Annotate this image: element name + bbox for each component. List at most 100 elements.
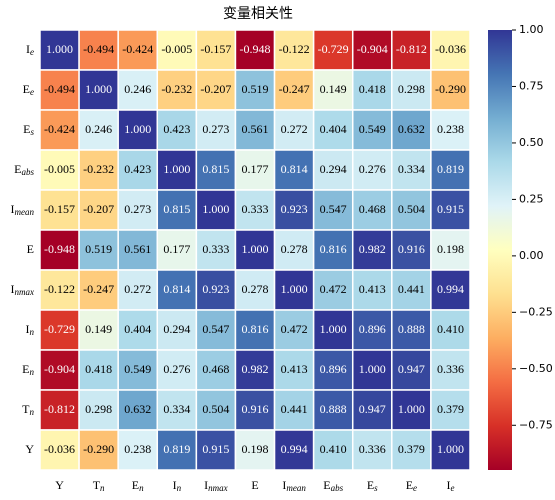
y-tick-label: Inmax xyxy=(11,282,35,297)
y-tick-label: Ee xyxy=(23,82,34,97)
cell-label: 0.994 xyxy=(281,442,308,456)
x-tick-label: Es xyxy=(367,478,378,493)
x-tick-label: In xyxy=(173,478,182,493)
cell-label: -0.290 xyxy=(435,82,466,96)
colorbar-tick-label: −0.75 xyxy=(519,418,553,431)
x-tick-label: Ee xyxy=(406,478,417,493)
cell-label: -0.232 xyxy=(83,162,114,176)
y-tick-label: Es xyxy=(23,122,34,137)
cell-label: 0.888 xyxy=(320,402,347,416)
cell-label: 0.423 xyxy=(163,122,190,136)
y-tick-label: En xyxy=(22,362,34,377)
heatmap-cell xyxy=(234,189,276,231)
cell-label: 0.915 xyxy=(202,442,229,456)
cell-label: 1.000 xyxy=(46,42,73,56)
cell-label: -0.494 xyxy=(44,82,75,96)
cell-label: 0.468 xyxy=(202,362,229,376)
heatmap-cell xyxy=(430,189,471,231)
heatmap-cell xyxy=(117,349,159,391)
chart-title: 变量相关性 xyxy=(223,6,293,22)
cell-label: 0.149 xyxy=(85,322,112,336)
x-tick-label-sub: n xyxy=(177,483,182,493)
cell-label: 0.278 xyxy=(281,242,308,256)
colorbar-tick-label: −0.50 xyxy=(519,362,553,375)
y-tick-label: E xyxy=(27,242,34,256)
cell-label: 0.410 xyxy=(437,322,464,336)
heatmap-cell xyxy=(78,189,119,231)
heatmap-cell xyxy=(234,69,276,111)
cell-label: 0.819 xyxy=(163,442,190,456)
cell-label: 0.549 xyxy=(124,362,151,376)
cell-label: 0.441 xyxy=(398,282,425,296)
cell-label: 1.000 xyxy=(242,242,269,256)
cell-label: 0.814 xyxy=(163,282,190,296)
heatmap-cell xyxy=(430,349,471,391)
cell-label: 0.504 xyxy=(202,402,229,416)
heatmap-cell xyxy=(39,189,80,231)
heatmap-cell xyxy=(351,69,393,111)
x-tick-label-main: I xyxy=(446,478,450,492)
y-tick-label-main: E xyxy=(27,242,34,256)
cell-label: 0.298 xyxy=(398,82,425,96)
y-tick-label: Ie xyxy=(26,42,34,57)
x-tick-label-main: E xyxy=(251,478,258,492)
cell-label: 0.632 xyxy=(124,402,151,416)
heatmap-cell xyxy=(312,29,354,71)
cell-label: -0.290 xyxy=(83,442,114,456)
colorbar-tick-label: 0.50 xyxy=(519,136,544,149)
heatmap-cell xyxy=(156,229,198,271)
cell-label: 0.177 xyxy=(242,162,269,176)
cell-label: 0.336 xyxy=(437,362,464,376)
x-tick-label-sub: n xyxy=(139,483,144,493)
x-tick-label: Y xyxy=(55,478,64,492)
cell-label: -0.157 xyxy=(44,202,75,216)
y-tick-label-sub: abs xyxy=(21,167,34,177)
y-tick-label: In xyxy=(26,322,35,337)
heatmap-cell xyxy=(312,309,354,351)
heatmap-cell xyxy=(312,69,354,111)
heatmap-cell xyxy=(351,269,393,311)
cell-label: 1.000 xyxy=(281,282,308,296)
cell-label: 0.273 xyxy=(202,122,229,136)
cell-label: -0.005 xyxy=(161,42,192,56)
cell-label: 0.379 xyxy=(437,402,464,416)
cell-label: 0.888 xyxy=(398,322,425,336)
cell-label: 0.379 xyxy=(398,442,425,456)
x-tick-label: En xyxy=(132,478,144,493)
cell-label: -0.122 xyxy=(279,42,310,56)
y-tick-label-main: E xyxy=(22,362,29,376)
heatmap-cell xyxy=(391,349,432,391)
heatmap-cell xyxy=(195,309,237,351)
cell-label: 1.000 xyxy=(202,202,229,216)
heatmap-cell xyxy=(312,269,354,311)
cell-label: -0.036 xyxy=(435,42,466,56)
cell-label: 0.916 xyxy=(242,402,269,416)
cell-label: 0.423 xyxy=(124,162,151,176)
y-tick-label: Imean xyxy=(11,202,35,217)
cell-label: -0.207 xyxy=(200,82,231,96)
heatmap-cell xyxy=(391,189,432,231)
cell-label: 0.238 xyxy=(124,442,151,456)
cell-label: 0.276 xyxy=(163,362,190,376)
cell-label: 0.177 xyxy=(163,242,190,256)
cell-label: 0.334 xyxy=(163,402,190,416)
y-tick-label-sub: nmax xyxy=(15,287,35,297)
cell-label: 0.198 xyxy=(437,242,464,256)
cell-label: 0.273 xyxy=(124,202,151,216)
cell-label: 0.246 xyxy=(124,82,151,96)
cell-label: 1.000 xyxy=(124,122,151,136)
cell-label: 1.000 xyxy=(320,322,347,336)
cell-label: 0.561 xyxy=(242,122,269,136)
x-tick-label-sub: s xyxy=(374,483,378,493)
heatmap-cell xyxy=(156,309,198,351)
heatmap-cell xyxy=(351,229,393,271)
heatmap-cell xyxy=(39,69,80,111)
colorbar xyxy=(488,30,512,470)
cell-label: 1.000 xyxy=(163,162,190,176)
heatmap-cell xyxy=(273,269,315,311)
x-tick-label: Ie xyxy=(446,478,454,493)
heatmap-cell xyxy=(430,309,471,351)
cell-label: -0.157 xyxy=(200,42,231,56)
colorbar-tick-label: 0.00 xyxy=(519,249,544,262)
cell-label: 0.915 xyxy=(437,202,464,216)
